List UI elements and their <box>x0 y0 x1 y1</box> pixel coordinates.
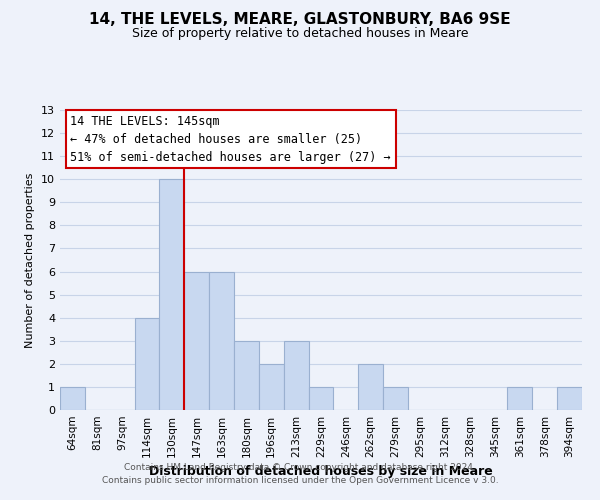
Bar <box>60 387 85 410</box>
Bar <box>284 341 308 410</box>
Bar <box>184 272 209 410</box>
Text: Contains public sector information licensed under the Open Government Licence v : Contains public sector information licen… <box>101 476 499 485</box>
Text: 14 THE LEVELS: 145sqm
← 47% of detached houses are smaller (25)
51% of semi-deta: 14 THE LEVELS: 145sqm ← 47% of detached … <box>70 114 391 164</box>
Bar <box>234 341 259 410</box>
Bar <box>308 387 334 410</box>
Text: Contains HM Land Registry data © Crown copyright and database right 2024.: Contains HM Land Registry data © Crown c… <box>124 464 476 472</box>
Bar <box>383 387 408 410</box>
Bar <box>209 272 234 410</box>
Bar <box>508 387 532 410</box>
Text: Size of property relative to detached houses in Meare: Size of property relative to detached ho… <box>132 28 468 40</box>
Bar <box>160 179 184 410</box>
Bar <box>259 364 284 410</box>
Text: 14, THE LEVELS, MEARE, GLASTONBURY, BA6 9SE: 14, THE LEVELS, MEARE, GLASTONBURY, BA6 … <box>89 12 511 28</box>
X-axis label: Distribution of detached houses by size in Meare: Distribution of detached houses by size … <box>149 466 493 478</box>
Bar <box>358 364 383 410</box>
Y-axis label: Number of detached properties: Number of detached properties <box>25 172 35 348</box>
Bar <box>557 387 582 410</box>
Bar <box>134 318 160 410</box>
